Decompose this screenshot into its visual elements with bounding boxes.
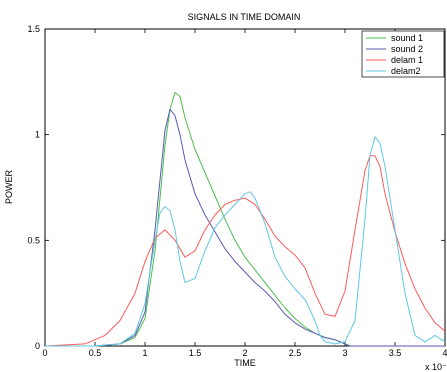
x-tick-label: 3.5: [389, 348, 402, 358]
legend-label: sound 1: [391, 33, 423, 43]
y-tick-label: 0.5: [27, 235, 40, 245]
legend-box: [361, 30, 445, 78]
y-axis-label: POWER: [4, 170, 14, 205]
x-tick-label: 1: [142, 348, 147, 358]
legend-label: sound 2: [391, 44, 423, 54]
series-lines: [44, 91, 446, 347]
y-tick-label: 1: [35, 130, 40, 140]
y-tick-label: 0: [35, 341, 40, 351]
x-tick-label: 3: [342, 348, 347, 358]
chart-title: SIGNALS IN TIME DOMAIN: [188, 12, 301, 22]
x-tick-label: 2.5: [289, 348, 302, 358]
x-tick-label: 4: [442, 348, 447, 358]
x-tick-label: 1.5: [189, 348, 202, 358]
x-tick-label: 0: [42, 348, 47, 358]
legend-label: delam 1: [391, 55, 423, 65]
x-axis: 0 0.5 1 1.5 2 2.5 3 3.5 4: [42, 29, 447, 358]
x-tick-label: 2: [242, 348, 247, 358]
legend-label: delam2: [391, 66, 421, 76]
plot-area: [44, 28, 446, 347]
x-tick-label: 0.5: [89, 348, 102, 358]
series-line-delam-1: [44, 155, 446, 347]
y-tick-label: 1.5: [27, 24, 40, 34]
x-axis-label: TIME: [234, 358, 256, 368]
series-line-sound-2: [45, 108, 445, 347]
x-multiplier-label: x 10⁻³: [425, 362, 447, 372]
series-line-delam2: [45, 136, 446, 347]
